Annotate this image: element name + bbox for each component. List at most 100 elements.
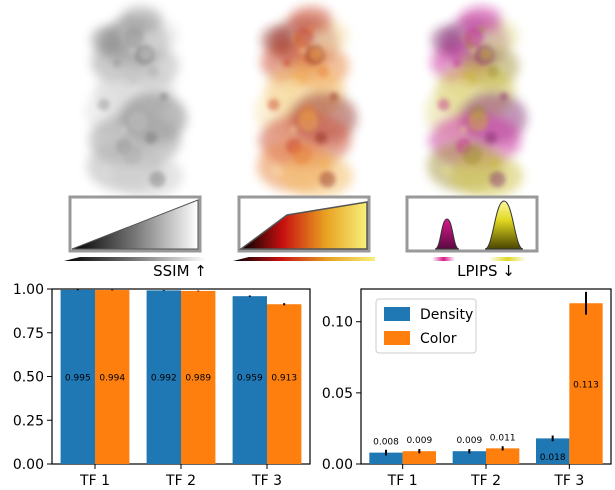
rendering-detail-grayscale: [97, 26, 168, 188]
plume-blob: [119, 6, 163, 34]
legend-label-color: Color: [420, 331, 457, 347]
value-label: 0.959: [237, 374, 263, 384]
plume-swirl: [112, 78, 133, 99]
value-label: 0.113: [573, 381, 599, 391]
plume-swirl: [140, 48, 153, 61]
tf-colorbar: [401, 257, 543, 261]
x-tick-label: TF 3: [251, 473, 282, 489]
bar-color: [181, 290, 216, 464]
plume-swirl: [480, 48, 493, 61]
value-label: 0.008: [373, 438, 399, 448]
ssim-chart: SSIM ↑ 0.00 0.25 0.50 0.75 1.00 TF 1 0.995 0.99…: [13, 262, 311, 489]
legend-swatch-density: [384, 307, 410, 321]
plume-swirl: [122, 144, 143, 165]
bar-density: [60, 289, 95, 464]
plume-swirl: [317, 65, 330, 78]
bar-density: [232, 296, 267, 464]
y-tick-label: 0.10: [322, 315, 353, 331]
ssim-chart-title: SSIM ↑: [153, 262, 207, 280]
plume-swirl: [125, 42, 134, 50]
tf-colorbar: [233, 257, 375, 261]
plume-swirl: [320, 158, 329, 167]
bar-color: [486, 448, 520, 464]
x-tick-label: TF 1: [79, 473, 110, 489]
bar-density: [452, 451, 486, 464]
lpips-chart-title: LPIPS ↓: [457, 262, 515, 280]
plume-swirl: [159, 92, 168, 101]
value-label: 0.992: [151, 374, 177, 384]
plume-swirl: [490, 158, 499, 167]
bar-density: [369, 452, 403, 464]
plume-swirl: [128, 111, 149, 132]
plume-swirl: [499, 92, 508, 101]
bar-density: [536, 438, 570, 464]
plume-swirl: [97, 98, 110, 111]
value-label: 0.009: [406, 436, 432, 446]
plume-swirl: [112, 59, 121, 68]
plume-blob: [281, 154, 353, 198]
plume-swirl: [468, 111, 489, 132]
plume-swirl: [119, 125, 128, 134]
plume-swirl: [314, 131, 327, 144]
rendering-detail-magenta-yellow: [437, 26, 508, 188]
plume-swirl: [295, 42, 304, 50]
volume-renderings: [85, 6, 527, 198]
transfer-function-insets: [64, 195, 543, 261]
plume-swirl: [298, 111, 319, 132]
legend-swatch-color: [384, 331, 410, 345]
y-tick-label: 0.05: [322, 386, 353, 402]
tf-inset-2: [233, 195, 375, 261]
y-tick-label: 0.00: [322, 457, 353, 473]
value-label: 0.009: [456, 436, 482, 446]
plume-swirl: [465, 42, 474, 50]
tf-colorbar: [64, 257, 206, 261]
y-tick-label: 0.00: [13, 457, 44, 473]
y-tick-label: 0.25: [13, 413, 44, 429]
value-label: 0.989: [185, 374, 211, 384]
plume-swirl: [147, 65, 160, 78]
tf-peak-yellow: [484, 200, 524, 250]
tf-ramp: [238, 201, 368, 250]
plume-blob: [91, 26, 123, 54]
lpips-chart: LPIPS ↓ 0.00 0.05 0.10 TF 1 0.008 0.009 TF 2 0.…: [322, 262, 612, 489]
plume-swirl: [437, 98, 450, 111]
value-label: 0.018: [540, 453, 566, 463]
plume-swirl: [270, 165, 283, 178]
plume-swirl: [459, 125, 468, 134]
rendering-grayscale: [85, 6, 187, 198]
y-tick-label: 0.50: [13, 370, 44, 386]
plume-swirl: [452, 78, 473, 99]
tf-inset-3: [401, 195, 543, 261]
plume-swirl: [319, 171, 336, 188]
x-tick-label: TF 2: [470, 473, 501, 489]
plume-swirl: [150, 158, 159, 167]
plume-blob: [111, 154, 183, 198]
plume-swirl: [484, 131, 497, 144]
x-tick-label: TF 3: [553, 473, 584, 489]
plume-blob: [451, 154, 523, 198]
plume-swirl: [149, 171, 166, 188]
legend-label-density: Density: [420, 307, 473, 323]
value-label: 0.994: [99, 374, 125, 384]
plume-swirl: [329, 92, 338, 101]
plume-swirl: [452, 59, 461, 68]
value-label: 0.011: [490, 433, 516, 443]
plume-swirl: [487, 65, 500, 78]
plume-swirl: [310, 48, 323, 61]
bar-density: [146, 290, 181, 464]
plume-blob: [459, 6, 503, 34]
plume-blob: [289, 6, 333, 34]
plume-swirl: [489, 171, 506, 188]
plume-swirl: [440, 165, 453, 178]
plume-swirl: [462, 144, 483, 165]
plume-swirl: [267, 98, 280, 111]
rendering-magenta-yellow: [425, 6, 527, 198]
bar-color: [402, 451, 436, 464]
plume-swirl: [282, 59, 291, 68]
tf-ramp: [71, 199, 199, 250]
y-tick-label: 1.00: [13, 282, 44, 298]
value-label: 0.995: [65, 374, 91, 384]
rendering-detail-fire: [267, 26, 338, 188]
